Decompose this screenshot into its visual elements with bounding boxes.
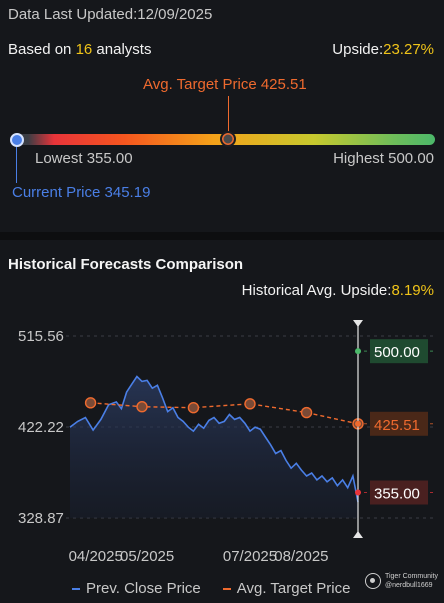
forecast-box-high [370,339,428,364]
chart-legend: Prev. Close Price Avg. Target Price [72,580,350,597]
upside-value: 23.27% [383,41,434,58]
historical-upside-value: 8.19% [391,282,434,299]
y-tick-label: 515.56 [18,328,64,345]
legend-label-prev-close: Prev. Close Price [86,580,201,597]
forecast-label-avg: 425.51 [374,417,420,434]
watermark-handle: @nerdbull1669 [384,582,433,589]
x-tick-label: 04/2025 [69,548,123,565]
legend-swatch-avg-target [222,587,231,590]
x-tick-label: 05/2025 [120,548,174,565]
price-area [70,376,358,518]
historical-forecast-chart[interactable]: 515.56 422.22 328.87 500.00 425.51 355.00 04/2… [0,300,444,575]
legend-label-avg-target: Avg. Target Price [236,580,351,597]
avg-target-stem [228,96,229,132]
analyst-count: 16 [75,41,93,58]
forecast-box-avg [370,411,428,436]
current-price-marker [10,133,24,147]
series-line-prev-close [69,375,359,503]
current-price-stem [16,147,17,183]
x-tick-label: 08/2025 [274,548,328,565]
watermark: Tiger Community @nerdbull1669 [364,572,438,590]
avg-target-point [84,397,97,409]
forecast-label-low: 355.00 [374,486,420,503]
highest-label: Highest 500.00 [333,150,434,167]
avg-target-point [136,401,148,413]
forecast-dot-low [355,489,361,496]
lowest-label: Lowest 355.00 [35,150,133,167]
legend-swatch-prev-close [72,587,80,590]
x-tick-label: 07/2025 [223,548,277,565]
avg-target-marker [220,131,236,147]
avg-target-label: Avg. Target Price 425.51 [143,76,307,93]
current-price-label: Current Price 345.19 [12,184,151,201]
forecast-dot-avg [355,420,361,427]
historical-title: Historical Forecasts Comparison [8,256,244,273]
avg-target-point [300,406,313,419]
last-updated: Data Last Updated:12/09/2025 [8,6,213,23]
y-tick-label: 422.22 [18,419,64,436]
forecast-bottom-arrow [353,531,363,538]
avg-target-point [187,402,200,414]
upside-text: Upside:23.27% [332,41,434,58]
forecast-top-arrow [353,320,363,327]
legend-item-prev-close[interactable]: Prev. Close Price [72,580,201,597]
historical-upside-text: Historical Avg. Upside:8.19% [241,282,434,299]
watermark-brand: Tiger Community [384,573,438,580]
legend-item-avg-target[interactable]: Avg. Target Price [222,580,351,597]
y-tick-label: 328.87 [18,510,64,527]
forecast-label-high: 500.00 [374,344,420,361]
series-line-avg-target [90,402,359,425]
section-divider [0,232,444,240]
tiger-logo-icon [364,573,381,589]
forecast-dot-high [355,348,361,355]
analyst-count-text: Based on 16 analysts [8,41,152,58]
forecast-box-low [370,480,428,505]
avg-target-point [244,398,256,410]
